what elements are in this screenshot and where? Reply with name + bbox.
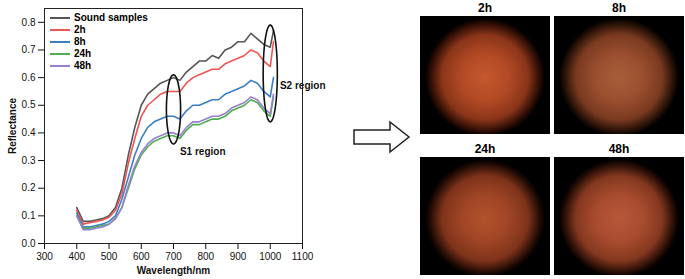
svg-text:300: 300 bbox=[36, 251, 53, 262]
svg-text:0.8: 0.8 bbox=[22, 17, 36, 28]
svg-text:0.6: 0.6 bbox=[22, 72, 36, 83]
svg-text:1100: 1100 bbox=[292, 251, 314, 262]
html-text:8h: 8h bbox=[74, 36, 86, 47]
svg-text:0.3: 0.3 bbox=[22, 155, 36, 166]
svg-text:0.1: 0.1 bbox=[22, 210, 36, 221]
html-text:Sound samples: Sound samples bbox=[74, 12, 148, 23]
html-text:48h: 48h bbox=[74, 60, 92, 71]
svg-text:Wavelength/nm: Wavelength/nm bbox=[137, 265, 211, 276]
svg-text:600: 600 bbox=[133, 251, 150, 262]
svg-text:S2 region: S2 region bbox=[279, 80, 326, 92]
svg-text:Reflectance: Reflectance bbox=[7, 97, 18, 154]
svg-text:900: 900 bbox=[230, 251, 247, 262]
html-text:48h: 48h bbox=[608, 142, 630, 156]
svg-text:1000: 1000 bbox=[259, 251, 282, 262]
html-text:24h: 24h bbox=[74, 48, 92, 59]
svg-text:0.5: 0.5 bbox=[22, 99, 36, 110]
html-text:2h: 2h bbox=[478, 1, 492, 15]
svg-text:500: 500 bbox=[101, 251, 118, 262]
svg-text:0.4: 0.4 bbox=[22, 127, 36, 138]
html-text:2h: 2h bbox=[74, 24, 86, 35]
svg-text:400: 400 bbox=[68, 251, 85, 262]
html-text:24h: 24h bbox=[474, 142, 496, 156]
svg-text:S1 region: S1 region bbox=[180, 146, 226, 157]
svg-text:700: 700 bbox=[165, 251, 182, 262]
html-text:8h: 8h bbox=[612, 1, 626, 15]
svg-text:0.7: 0.7 bbox=[22, 44, 36, 55]
svg-text:800: 800 bbox=[197, 251, 214, 262]
svg-text:0.2: 0.2 bbox=[22, 182, 36, 193]
svg-text:0.0: 0.0 bbox=[22, 238, 36, 249]
